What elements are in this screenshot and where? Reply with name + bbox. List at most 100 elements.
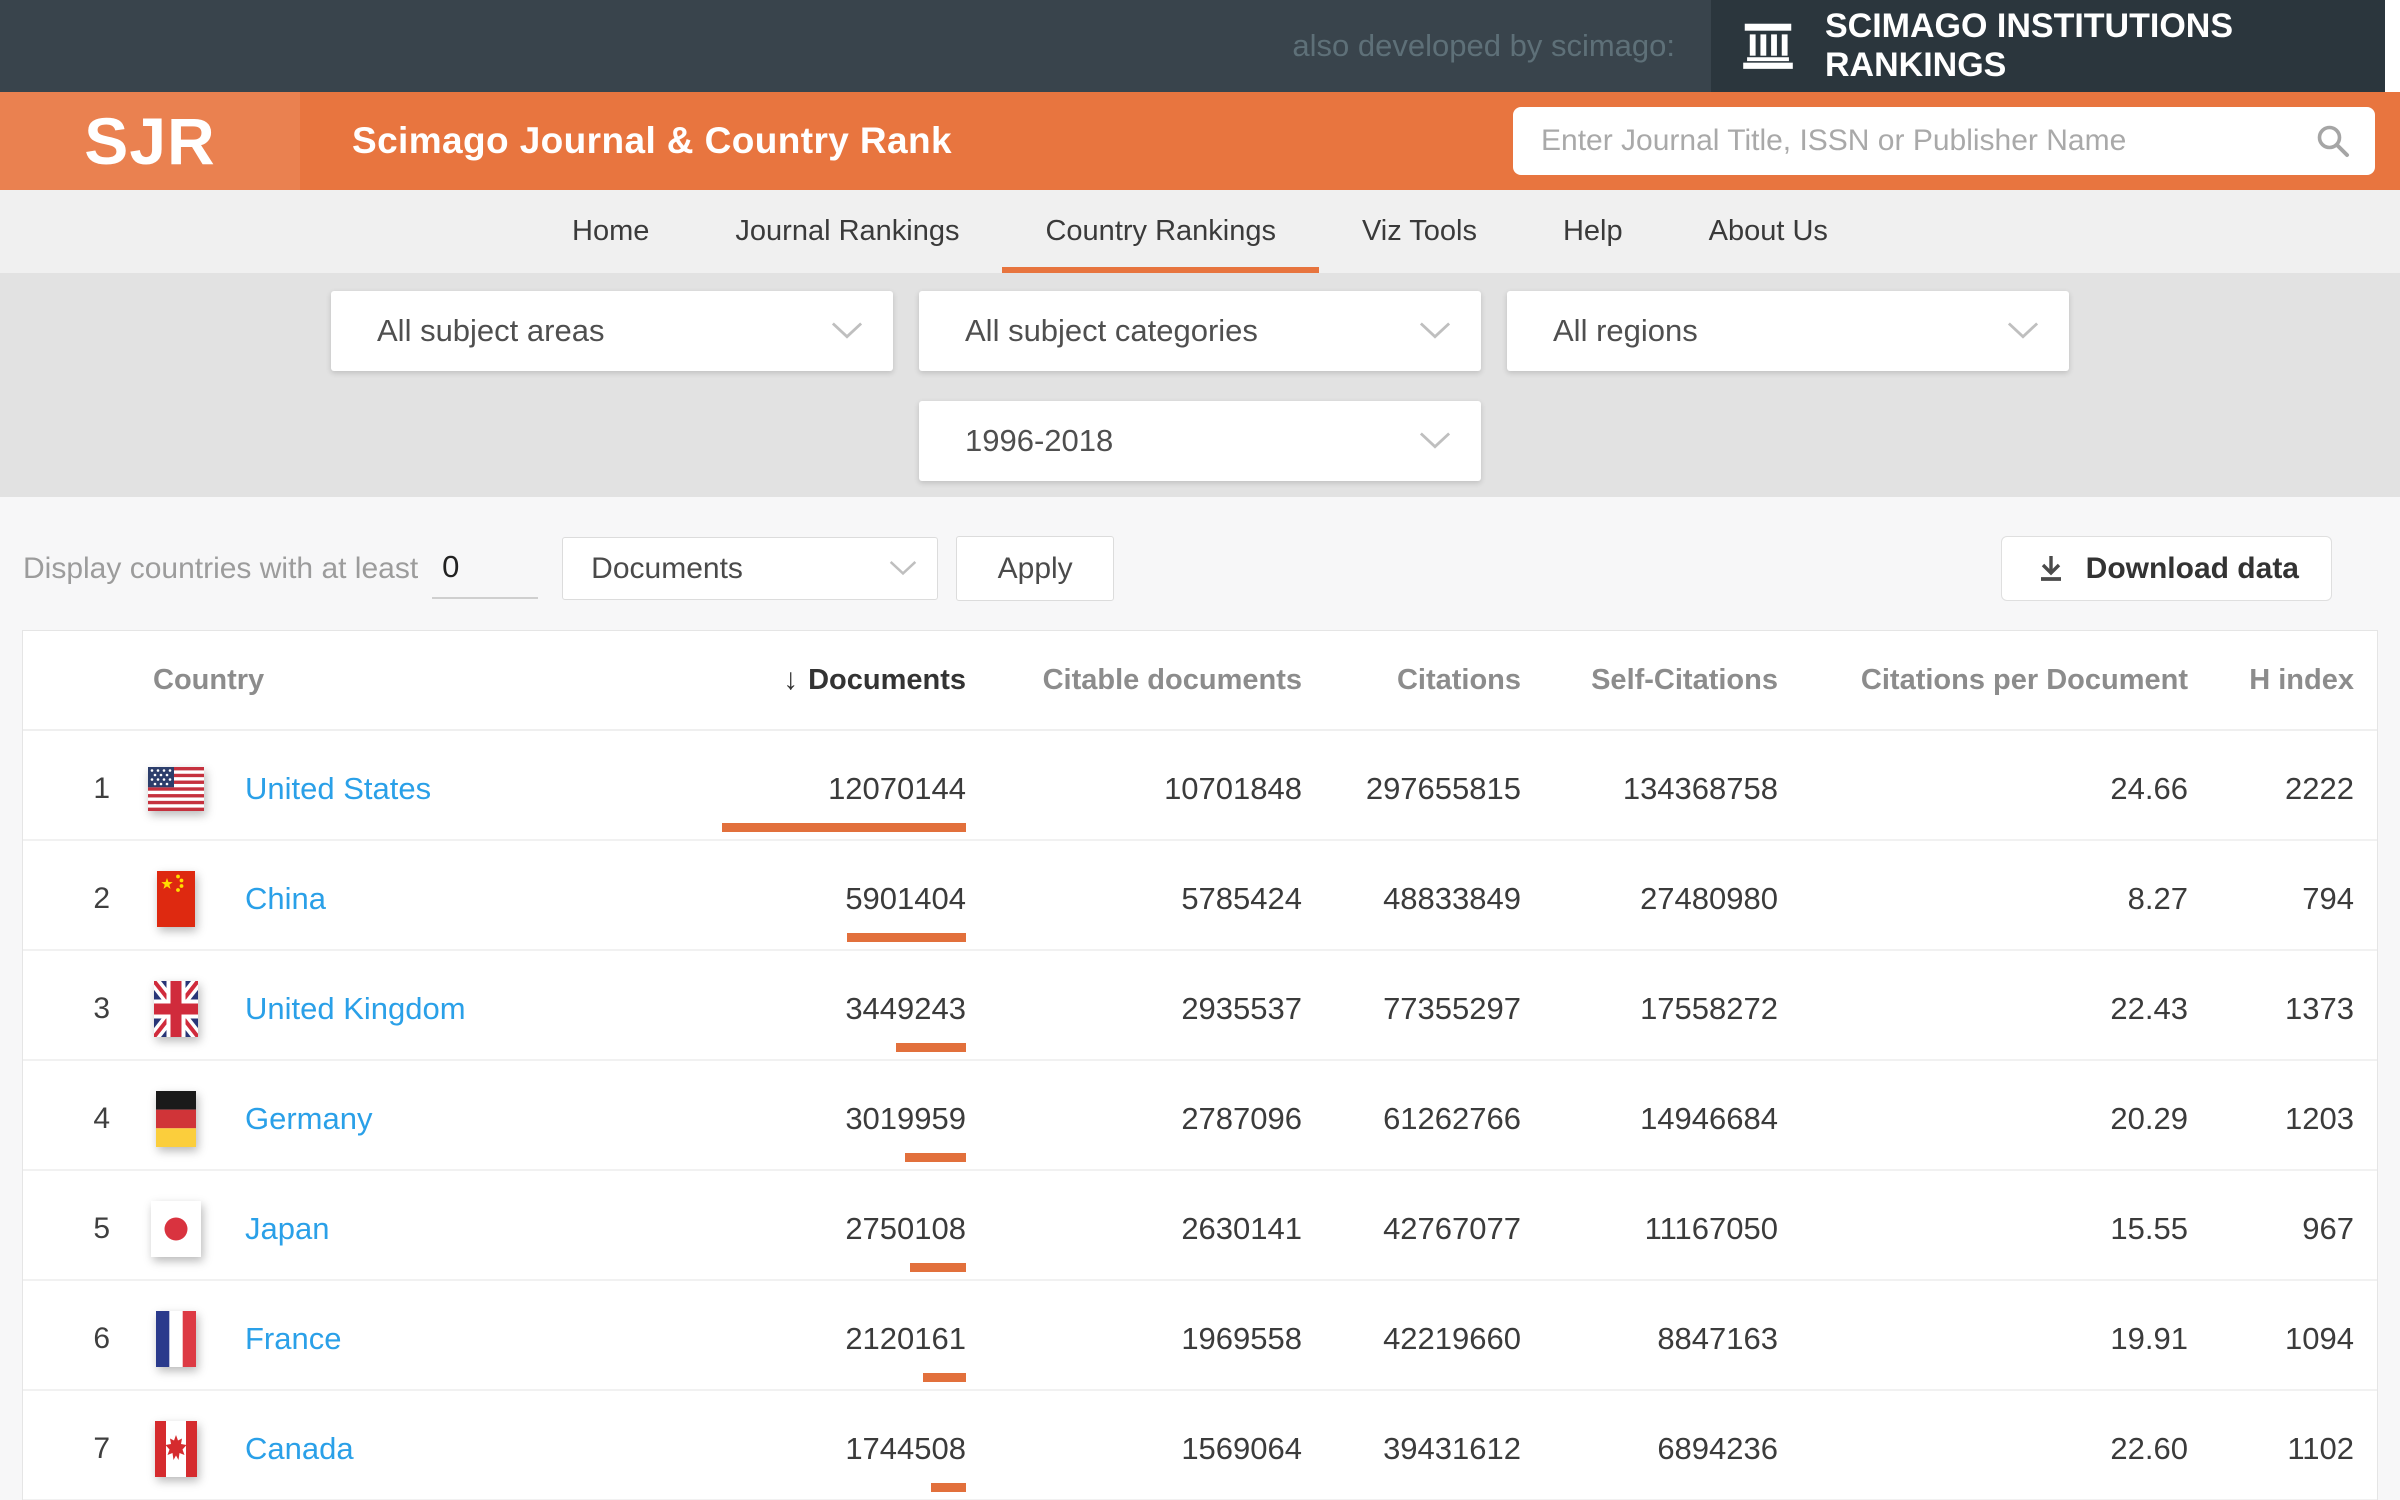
nav-item-about-us[interactable]: About Us bbox=[1666, 190, 1871, 273]
nav-item-help[interactable]: Help bbox=[1520, 190, 1666, 273]
country-link[interactable]: Germany bbox=[242, 1101, 635, 1137]
citable-documents-cell: 2787096 bbox=[966, 1101, 1302, 1137]
documents-cell: 5901404 bbox=[635, 881, 966, 917]
chevron-down-icon bbox=[1419, 321, 1451, 341]
self-citations-cell: 17558272 bbox=[1521, 991, 1778, 1027]
h-index-cell: 2222 bbox=[2188, 771, 2354, 807]
subject-categories-dropdown[interactable]: All subject categories bbox=[919, 291, 1481, 371]
flag-jp-icon bbox=[110, 1201, 242, 1257]
top-bar: also developed by scimago: SCIMAGO INSTI… bbox=[0, 0, 2400, 92]
country-link[interactable]: United States bbox=[242, 771, 635, 807]
table-row: 5Japan27501082630141427670771116705015.5… bbox=[23, 1171, 2377, 1281]
table-row: 1United States12070144107018482976558151… bbox=[23, 731, 2377, 841]
documents-bar bbox=[896, 1043, 966, 1052]
documents-cell: 2120161 bbox=[635, 1321, 966, 1357]
nav-item-viz-tools[interactable]: Viz Tools bbox=[1319, 190, 1520, 273]
citations-cell: 42219660 bbox=[1302, 1321, 1521, 1357]
table-row: 6France2120161196955842219660884716319.9… bbox=[23, 1281, 2377, 1391]
country-link[interactable]: United Kingdom bbox=[242, 991, 635, 1027]
self-citations-cell: 11167050 bbox=[1521, 1211, 1778, 1247]
min-documents-input[interactable] bbox=[432, 539, 538, 599]
citations-cell: 77355297 bbox=[1302, 991, 1521, 1027]
citations-cell: 42767077 bbox=[1302, 1211, 1521, 1247]
row-rank: 5 bbox=[23, 1212, 110, 1246]
country-link[interactable]: France bbox=[242, 1321, 635, 1357]
row-rank: 6 bbox=[23, 1322, 110, 1356]
citations-header[interactable]: Citations bbox=[1302, 664, 1521, 697]
citations-cell: 48833849 bbox=[1302, 881, 1521, 917]
h-index-cell: 794 bbox=[2188, 881, 2354, 917]
self-citations-cell: 6894236 bbox=[1521, 1431, 1778, 1467]
nav-item-journal-rankings[interactable]: Journal Rankings bbox=[692, 190, 1002, 273]
documents-cell: 3019959 bbox=[635, 1101, 966, 1137]
citations-per-document-header[interactable]: Citations per Document bbox=[1778, 664, 2188, 697]
main-nav: HomeJournal RankingsCountry RankingsViz … bbox=[0, 190, 2400, 273]
flag-fr-icon bbox=[110, 1311, 242, 1367]
year-range-dropdown[interactable]: 1996-2018 bbox=[919, 401, 1481, 481]
documents-bar bbox=[910, 1263, 966, 1272]
row-rank: 7 bbox=[23, 1432, 110, 1466]
h-index-cell: 1203 bbox=[2188, 1101, 2354, 1137]
subject-areas-value: All subject areas bbox=[377, 313, 604, 349]
row-rank: 3 bbox=[23, 992, 110, 1026]
country-header[interactable]: Country bbox=[110, 664, 635, 697]
table-row: 7Canada1744508156906439431612689423622.6… bbox=[23, 1391, 2377, 1500]
h-index-cell: 1373 bbox=[2188, 991, 2354, 1027]
self-citations-cell: 27480980 bbox=[1521, 881, 1778, 917]
regions-value: All regions bbox=[1553, 313, 1698, 349]
download-label: Download data bbox=[2086, 552, 2299, 586]
table-row: 4Germany30199592787096612627661494668420… bbox=[23, 1061, 2377, 1171]
documents-bar bbox=[923, 1373, 966, 1382]
h-index-header[interactable]: H index bbox=[2188, 664, 2354, 697]
table-row: 2China5901404578542448833849274809808.27… bbox=[23, 841, 2377, 951]
flag-cn-icon bbox=[110, 871, 242, 927]
flag-gb-icon bbox=[110, 981, 242, 1037]
country-link[interactable]: China bbox=[242, 881, 635, 917]
citations-per-document-cell: 8.27 bbox=[1778, 881, 2188, 917]
citable-documents-cell: 5785424 bbox=[966, 881, 1302, 917]
filters-band: All subject areas All subject categories… bbox=[0, 273, 2400, 497]
documents-cell: 12070144 bbox=[635, 771, 966, 807]
documents-cell: 3449243 bbox=[635, 991, 966, 1027]
search-icon[interactable] bbox=[2313, 121, 2353, 161]
flag-de-icon bbox=[110, 1091, 242, 1147]
nav-item-home[interactable]: Home bbox=[529, 190, 692, 273]
scimago-institutions-rankings-link[interactable]: SCIMAGO INSTITUTIONS RANKINGS bbox=[1711, 0, 2385, 92]
citations-cell: 39431612 bbox=[1302, 1431, 1521, 1467]
h-index-cell: 967 bbox=[2188, 1211, 2354, 1247]
sjr-logo[interactable]: SJR bbox=[0, 92, 300, 190]
nav-item-country-rankings[interactable]: Country Rankings bbox=[1002, 190, 1319, 273]
metric-select[interactable]: Documents bbox=[562, 537, 938, 600]
table-row: 3United Kingdom3449243293553777355297175… bbox=[23, 951, 2377, 1061]
documents-header[interactable]: ↓ Documents bbox=[635, 663, 966, 697]
search-input[interactable] bbox=[1539, 123, 2313, 159]
documents-cell: 1744508 bbox=[635, 1431, 966, 1467]
citations-per-document-cell: 15.55 bbox=[1778, 1211, 2188, 1247]
documents-bar bbox=[905, 1153, 966, 1162]
self-citations-cell: 8847163 bbox=[1521, 1321, 1778, 1357]
site-title: Scimago Journal & Country Rank bbox=[352, 120, 952, 162]
country-link[interactable]: Japan bbox=[242, 1211, 635, 1247]
controls-row: Display countries with at least Document… bbox=[0, 497, 2400, 630]
citable-documents-cell: 1969558 bbox=[966, 1321, 1302, 1357]
sort-descending-icon: ↓ bbox=[783, 663, 798, 697]
download-data-button[interactable]: Download data bbox=[2001, 536, 2332, 601]
citations-per-document-cell: 22.60 bbox=[1778, 1431, 2188, 1467]
documents-bar bbox=[722, 823, 966, 832]
chevron-down-icon bbox=[2007, 321, 2039, 341]
subject-areas-dropdown[interactable]: All subject areas bbox=[331, 291, 893, 371]
year-range-value: 1996-2018 bbox=[965, 423, 1113, 459]
search-box bbox=[1513, 107, 2375, 175]
apply-button[interactable]: Apply bbox=[956, 536, 1114, 601]
citations-cell: 297655815 bbox=[1302, 771, 1521, 807]
country-link[interactable]: Canada bbox=[242, 1431, 635, 1467]
institution-columns-icon bbox=[1737, 15, 1799, 77]
citable-documents-header[interactable]: Citable documents bbox=[966, 664, 1302, 697]
self-citations-header[interactable]: Self-Citations bbox=[1521, 664, 1778, 697]
regions-dropdown[interactable]: All regions bbox=[1507, 291, 2069, 371]
brand-bar: SJR Scimago Journal & Country Rank bbox=[0, 92, 2400, 190]
documents-bar bbox=[847, 933, 966, 942]
documents-bar bbox=[931, 1483, 966, 1492]
download-icon bbox=[2034, 552, 2068, 586]
chevron-down-icon bbox=[1419, 431, 1451, 451]
